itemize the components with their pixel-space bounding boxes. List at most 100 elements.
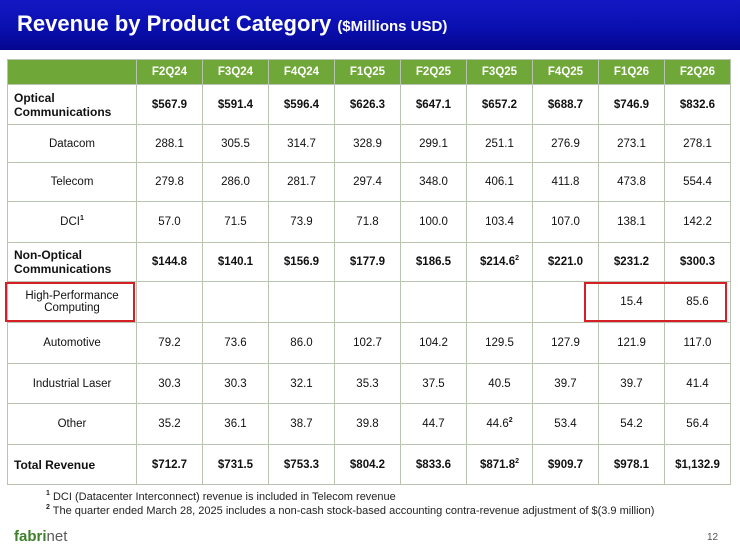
table-cell: 129.5 (466, 322, 533, 364)
row-label-text: Non-Optical Communications (14, 248, 112, 276)
column-header: F3Q24 (202, 59, 269, 85)
table-cell: $156.9 (268, 242, 335, 282)
table-cell: 127.9 (532, 322, 599, 364)
cell-value: $221.0 (547, 256, 584, 268)
cell-value: 102.7 (353, 337, 382, 349)
table-cell: 79.2 (136, 322, 203, 364)
table-row: Automotive 79.2 73.6 86.0 102.7 104.2 129.5 127… (7, 322, 731, 364)
table-cell: 35.3 (334, 363, 401, 404)
cell-value: 286.0 (221, 176, 250, 188)
cell-value: $231.2 (613, 256, 650, 268)
table-row: Optical Communications $567.9 $591.4 $596.4… (7, 84, 731, 125)
row-label: Total Revenue (7, 444, 137, 485)
table-cell: $753.3 (268, 444, 335, 485)
cell-value: 276.9 (551, 137, 580, 150)
table-row: Datacom 288.1 305.5 314.7 328.9 299.1 251.1 276… (7, 124, 731, 163)
column-header: F1Q25 (334, 59, 401, 85)
cell-value: 38.7 (290, 418, 313, 430)
footnote-marker: 2 (515, 457, 520, 465)
footnote-2-text: The quarter ended March 28, 2025 include… (52, 505, 655, 517)
table-cell: 54.2 (598, 403, 665, 445)
table-cell: 103.4 (466, 201, 533, 243)
table-cell: 73.9 (268, 201, 335, 243)
logo-suffix: net (46, 528, 68, 545)
table-cell: 107.0 (532, 201, 599, 243)
table-cell: 38.7 (268, 403, 335, 445)
cell-value: 85.6 (686, 296, 709, 308)
cell-value: $140.1 (217, 256, 254, 268)
title-bar: Revenue by Product Category ($Millions U… (0, 0, 740, 50)
table-cell: 53.4 (532, 403, 599, 445)
table-cell: 411.8 (532, 162, 599, 202)
table-cell: $688.7 (532, 84, 599, 125)
table-cell: $804.2 (334, 444, 401, 485)
table-cell: $712.7 (136, 444, 203, 485)
column-header: F2Q24 (136, 59, 203, 85)
table-cell: 44.7 (400, 403, 467, 445)
cell-value: 299.1 (419, 137, 448, 150)
table-row: High-Performance Computing 15.4 85.6 (7, 281, 731, 323)
cell-value: 288.1 (155, 137, 184, 150)
row-label: Other (7, 403, 137, 445)
table-cell: 41.4 (664, 363, 731, 404)
cell-value: 305.5 (221, 137, 250, 150)
table-cell: 117.0 (664, 322, 731, 364)
table-cell: 73.6 (202, 322, 269, 364)
table-cell: $144.8 (136, 242, 203, 282)
cell-value: 56.4 (686, 418, 709, 430)
table-cell: 328.9 (334, 124, 401, 163)
table-cell (268, 281, 335, 323)
row-label: Telecom (7, 162, 137, 202)
row-label: Industrial Laser (7, 363, 137, 404)
cell-value: 121.9 (617, 337, 646, 349)
table-row: Industrial Laser 30.3 30.3 32.1 35.3 37.5 40.5… (7, 363, 731, 404)
cell-value: $731.5 (217, 458, 254, 471)
cell-value: 104.2 (419, 337, 448, 349)
table-row: Non-Optical Communications $144.8 $140.1 $1… (7, 242, 731, 282)
table-cell (136, 281, 203, 323)
footnote-2: 2 The quarter ended March 28, 2025 inclu… (46, 504, 655, 517)
table-cell: 276.9 (532, 124, 599, 163)
table-cell: 39.7 (598, 363, 665, 404)
cell-value: 30.3 (224, 377, 247, 390)
cell-value: 15.4 (620, 296, 643, 308)
cell-value: $688.7 (547, 98, 584, 111)
row-label-text: DCI (60, 216, 80, 228)
table-cell: $231.2 (598, 242, 665, 282)
table-cell: 297.4 (334, 162, 401, 202)
cell-value: 57.0 (158, 216, 181, 228)
table-cell: 36.1 (202, 403, 269, 445)
table-cell: 35.2 (136, 403, 203, 445)
cell-value: 411.8 (551, 176, 580, 188)
table-cell: $300.3 (664, 242, 731, 282)
cell-value: 142.2 (683, 216, 712, 228)
table-cell: $186.5 (400, 242, 467, 282)
column-header: F2Q26 (664, 59, 731, 85)
table-cell: $832.6 (664, 84, 731, 125)
cell-value: 129.5 (485, 337, 514, 349)
cell-value: $978.1 (613, 458, 650, 471)
cell-value: 281.7 (287, 176, 316, 188)
slide-title: Revenue by Product Category ($Millions U… (17, 11, 447, 37)
table-cell: 30.3 (202, 363, 269, 404)
cell-value: 127.9 (551, 337, 580, 349)
cell-value: 117.0 (683, 337, 712, 349)
cell-value: $833.6 (415, 458, 452, 471)
table-cell: 251.1 (466, 124, 533, 163)
table-cell: 279.8 (136, 162, 203, 202)
table-cell: $833.6 (400, 444, 467, 485)
footnote-marker: 1 (79, 215, 84, 222)
logo-brand: fabri (14, 528, 47, 545)
cell-value: $647.1 (415, 98, 452, 111)
table-cell: $746.9 (598, 84, 665, 125)
table-cell (466, 281, 533, 323)
row-label: DCI1 (7, 201, 137, 243)
cell-value: $186.5 (415, 256, 452, 268)
cell-value: 35.3 (356, 377, 379, 390)
table-cell: 314.7 (268, 124, 335, 163)
highlight-hpc-label (5, 282, 135, 322)
cell-value: $871.8 (479, 458, 516, 471)
cell-value: $300.3 (679, 256, 716, 268)
cell-value: $746.9 (613, 98, 650, 111)
cell-value: $804.2 (349, 458, 386, 471)
